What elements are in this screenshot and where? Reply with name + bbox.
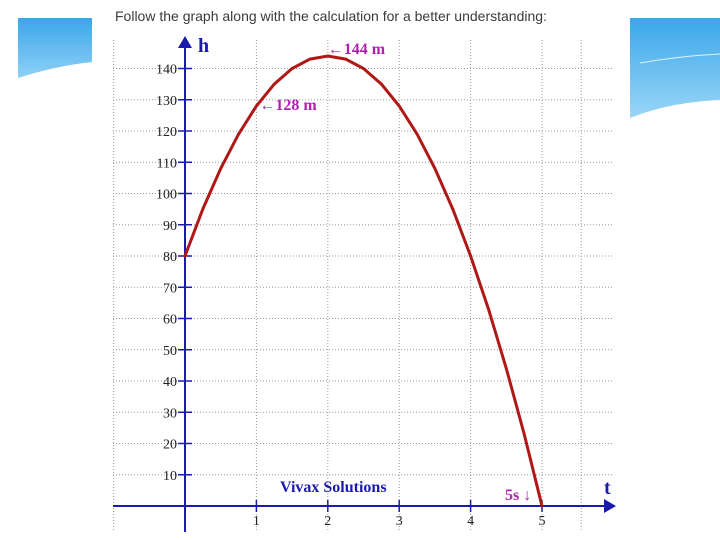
data-point	[504, 367, 508, 370]
data-point	[308, 57, 312, 61]
y-tick-label: 40	[163, 375, 177, 390]
data-point	[183, 254, 187, 258]
annotation-label: ←128 m	[259, 97, 317, 114]
data-point	[487, 307, 490, 311]
data-point	[255, 104, 258, 108]
data-point	[522, 432, 526, 436]
data-point	[469, 254, 472, 258]
data-point	[237, 132, 240, 136]
data-point	[540, 504, 544, 508]
y-tick-label: 100	[156, 188, 177, 203]
y-tick-label: 130	[156, 94, 177, 109]
y-tick-label: 50	[163, 344, 177, 359]
annotation-label: 5s ↓	[505, 487, 531, 504]
tick-labels: 10 20 30 40 50 60 70 80 90 100 110 120 130 140 1 2 3 4 5	[156, 63, 546, 530]
y-axis-label: h	[198, 35, 209, 57]
data-point	[272, 82, 276, 86]
y-tick-label: 140	[156, 63, 177, 78]
y-tick-label: 60	[163, 313, 177, 328]
data-point	[326, 54, 330, 58]
data-point	[362, 67, 365, 70]
data-point	[201, 207, 205, 211]
annotations: ←144 m ←128 m 5s ↓	[259, 41, 531, 504]
credit-text: Vivax Solutions	[280, 479, 387, 496]
data-point	[344, 57, 348, 61]
annotation-label: ←144 m	[328, 41, 386, 58]
y-tick-label: 70	[163, 281, 177, 296]
y-tick-label: 110	[157, 156, 177, 171]
x-tick-label: 1	[253, 514, 260, 529]
grid	[113, 40, 612, 530]
y-tick-label: 20	[163, 438, 177, 453]
decorative-panel-left	[18, 18, 92, 78]
x-axis-label: t	[604, 477, 611, 499]
y-tick-label: 80	[163, 250, 177, 265]
y-tick-label: 90	[163, 219, 177, 234]
data-point	[397, 104, 401, 108]
y-tick-label: 30	[163, 406, 177, 421]
x-axis-arrow	[604, 499, 616, 513]
data-point	[379, 82, 383, 86]
y-tick-label: 120	[156, 125, 177, 140]
y-tick-label: 10	[163, 469, 177, 484]
data-point	[415, 132, 419, 136]
trajectory-line	[183, 54, 544, 507]
data-point	[433, 167, 437, 170]
instruction-text: Follow the graph along with the calculat…	[115, 8, 547, 24]
x-tick-label: 4	[467, 514, 474, 529]
x-tick-label: 3	[396, 514, 403, 529]
x-tick-label: 5	[539, 514, 546, 529]
data-point	[451, 207, 455, 211]
y-axis-arrow	[178, 36, 192, 48]
data-point	[290, 67, 294, 70]
x-tick-label: 2	[324, 514, 331, 529]
data-point	[219, 167, 223, 170]
axes	[113, 36, 616, 532]
decorative-panel-right	[630, 18, 720, 118]
